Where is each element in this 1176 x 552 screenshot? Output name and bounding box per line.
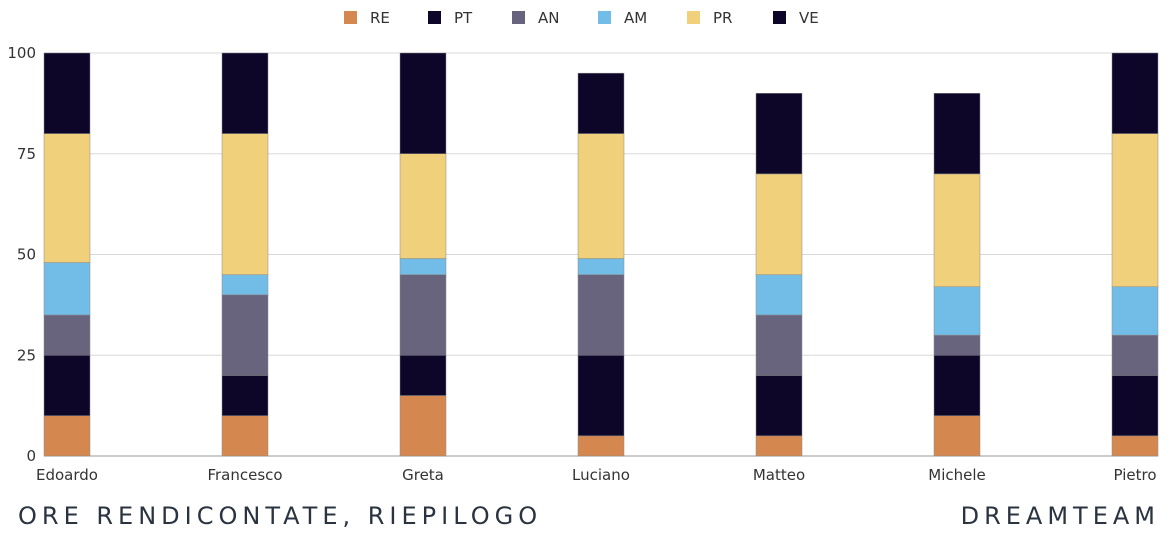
legend-swatch-an [512,11,525,24]
bar-segment-pr [43,133,91,263]
bar-segment-am [43,262,91,316]
y-tick-label: 50 [17,246,36,264]
bar-segment-ve [1111,52,1159,134]
x-tick-label: Pietro [1113,466,1156,484]
bars [43,52,1159,457]
bar-segment-pr [1111,133,1159,287]
bar-segment-pt [755,375,803,437]
legend-swatch-am [598,11,611,24]
chart-caption: ORE RENDICONTATE, RIEPILOGO [18,502,543,530]
bar-segment-ve [577,72,625,134]
legend-label-pt: PT [454,9,473,27]
y-tick-label: 0 [26,447,36,465]
bar-segment-re [399,395,447,457]
bar-segment-re [755,435,803,457]
bar-segment-an [755,314,803,376]
bar-segment-pr [399,153,447,259]
bar-segment-re [1111,435,1159,457]
bar-segment-pt [577,355,625,437]
x-axis-ticks: Edoardo Francesco Greta Luciano Matteo Michel… [36,466,1157,484]
legend-label-pr: PR [713,9,732,27]
bar-segment-ve [43,52,91,134]
bar-segment-pr [755,173,803,275]
bar-segment-ve [399,52,447,154]
y-tick-label: 75 [17,145,36,163]
bar-segment-an [43,314,91,356]
bar-segment-pt [399,355,447,396]
bar-segment-pr [933,173,981,287]
bar-segment-an [933,334,981,356]
x-tick-label: Luciano [572,466,630,484]
legend-swatch-pr [687,11,700,24]
bar-segment-re [221,415,269,457]
x-tick-label: Michele [928,466,986,484]
bar-segment-am [399,258,447,275]
x-tick-label: Greta [402,466,444,484]
stacked-bar-chart: RE PT AN AM PR VE 0 25 50 75 100 Edoardo Francesco… [7,9,1159,484]
bar-segment-pt [933,355,981,416]
legend-label-re: RE [370,9,390,27]
bar-segment-re [933,415,981,457]
bar-segment-ve [221,52,269,134]
bar-segment-am [755,274,803,316]
bar-segment-an [221,294,269,376]
x-tick-label: Francesco [207,466,282,484]
bar-segment-ve [755,93,803,175]
bar-segment-am [1111,286,1159,336]
bar-segment-pt [1111,375,1159,437]
bar-segment-an [577,274,625,356]
bar-segment-am [221,274,269,296]
bar-segment-an [399,274,447,356]
bar-segment-pt [221,375,269,416]
bar-segment-an [1111,334,1159,376]
team-name: DREAMTEAM [960,502,1160,530]
x-tick-label: Edoardo [36,466,98,484]
y-axis-ticks: 0 25 50 75 100 [7,44,36,465]
y-tick-label: 100 [7,44,36,62]
legend-swatch-pt [428,11,441,24]
bar-segment-pr [577,133,625,259]
legend: RE PT AN AM PR VE [344,9,819,27]
bar-segment-am [577,258,625,275]
bar-segment-re [43,415,91,457]
bar-segment-am [933,286,981,336]
x-tick-label: Matteo [753,466,805,484]
legend-label-am: AM [624,9,647,27]
y-tick-label: 25 [17,346,36,364]
bar-segment-pt [43,355,91,416]
legend-swatch-ve [773,11,786,24]
bar-segment-re [577,435,625,457]
legend-swatch-re [344,11,357,24]
legend-label-ve: VE [799,9,819,27]
bar-segment-ve [933,93,981,175]
bar-segment-pr [221,133,269,275]
legend-label-an: AN [538,9,559,27]
